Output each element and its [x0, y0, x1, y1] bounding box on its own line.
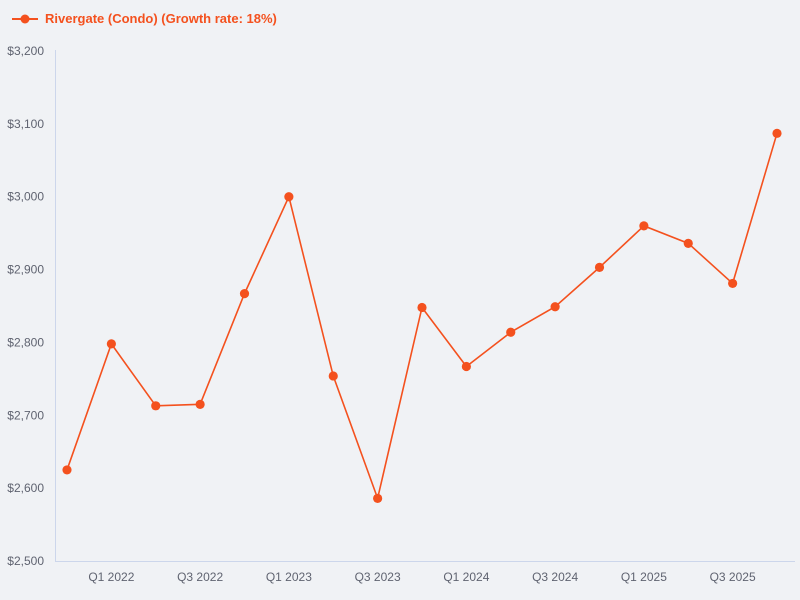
chart-legend[interactable]: Rivergate (Condo) (Growth rate: 18%)	[11, 11, 277, 26]
data-point[interactable]	[62, 465, 72, 475]
y-tick-label: $2,600	[7, 481, 44, 495]
legend-marker-dot	[20, 14, 30, 23]
data-point[interactable]	[239, 289, 250, 299]
data-point[interactable]	[195, 399, 205, 409]
y-tick-label: $2,500	[7, 554, 44, 568]
x-tick-label: Q1 2024	[443, 570, 489, 584]
data-point[interactable]	[417, 302, 427, 313]
data-point[interactable]	[728, 278, 738, 289]
data-point[interactable]	[639, 221, 649, 231]
data-point[interactable]	[550, 302, 560, 312]
y-tick-label: $2,800	[7, 335, 44, 349]
data-point[interactable]	[772, 128, 782, 138]
x-tick-label: Q1 2022	[88, 570, 134, 584]
legend-series-label: Rivergate (Condo) (Growth rate: 18%)	[45, 11, 277, 26]
y-tick-label: $2,900	[7, 263, 44, 277]
y-tick-label: $3,100	[7, 117, 44, 131]
data-point[interactable]	[284, 192, 294, 202]
legend-series-marker-icon	[12, 14, 38, 23]
data-point[interactable]	[106, 339, 116, 349]
y-tick-label: $3,000	[7, 190, 44, 204]
data-point[interactable]	[373, 493, 383, 503]
data-point[interactable]	[683, 238, 693, 248]
data-point[interactable]	[328, 371, 338, 381]
y-tick-label: $2,700	[7, 408, 44, 422]
data-point[interactable]	[151, 401, 161, 411]
x-tick-label: Q1 2025	[621, 570, 667, 584]
x-tick-label: Q3 2023	[355, 570, 401, 584]
series-line	[66, 133, 778, 502]
x-tick-label: Q3 2024	[532, 570, 578, 584]
x-tick-label: Q3 2025	[710, 570, 756, 584]
data-point[interactable]	[461, 361, 471, 372]
y-tick-label: $3,200	[7, 44, 44, 58]
data-point[interactable]	[506, 327, 516, 337]
x-tick-label: Q1 2023	[266, 570, 312, 584]
data-point[interactable]	[594, 262, 605, 272]
x-tick-label: Q3 2022	[177, 570, 223, 584]
